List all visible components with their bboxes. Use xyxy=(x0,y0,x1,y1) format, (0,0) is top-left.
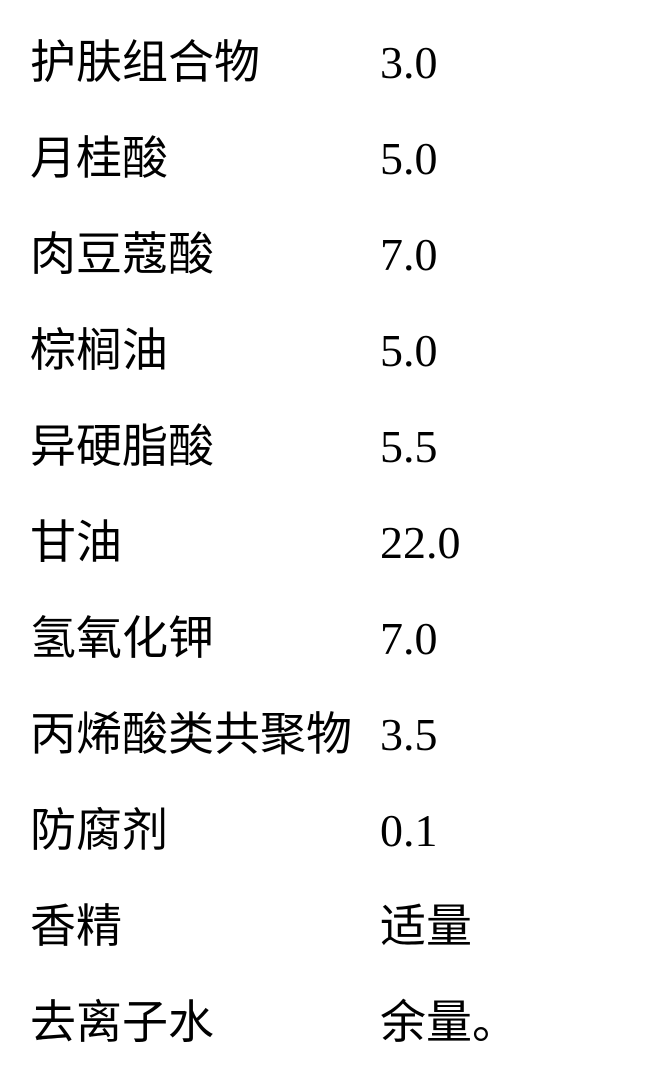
ingredient-label: 丙烯酸类共聚物 xyxy=(30,687,380,783)
ingredient-label: 香精 xyxy=(30,879,380,975)
table-row: 丙烯酸类共聚物 3.5 xyxy=(30,687,657,783)
ingredient-label: 棕榈油 xyxy=(30,303,380,399)
ingredient-label: 氢氧化钾 xyxy=(30,591,380,687)
table-row: 月桂酸 5.0 xyxy=(30,111,657,207)
ingredient-value: 3.0 xyxy=(380,15,438,111)
ingredient-label: 异硬脂酸 xyxy=(30,399,380,495)
ingredient-label: 月桂酸 xyxy=(30,111,380,207)
ingredient-table: 护肤组合物 3.0 月桂酸 5.0 肉豆蔻酸 7.0 棕榈油 5.0 异硬脂酸 … xyxy=(0,0,657,1071)
table-row: 护肤组合物 3.0 xyxy=(30,15,657,111)
table-row: 去离子水 余量。 xyxy=(30,975,657,1071)
ingredient-value: 余量。 xyxy=(380,975,518,1071)
ingredient-value: 22.0 xyxy=(380,495,461,591)
ingredient-value: 5.0 xyxy=(380,111,438,207)
table-row: 肉豆蔻酸 7.0 xyxy=(30,207,657,303)
ingredient-label: 护肤组合物 xyxy=(30,15,380,111)
table-row: 异硬脂酸 5.5 xyxy=(30,399,657,495)
table-row: 香精 适量 xyxy=(30,879,657,975)
table-row: 防腐剂 0.1 xyxy=(30,783,657,879)
ingredient-value: 3.5 xyxy=(380,687,438,783)
ingredient-value: 7.0 xyxy=(380,591,438,687)
table-row: 氢氧化钾 7.0 xyxy=(30,591,657,687)
ingredient-value: 7.0 xyxy=(380,207,438,303)
ingredient-label: 去离子水 xyxy=(30,975,380,1071)
table-row: 甘油 22.0 xyxy=(30,495,657,591)
ingredient-label: 甘油 xyxy=(30,495,380,591)
table-row: 棕榈油 5.0 xyxy=(30,303,657,399)
ingredient-value: 5.0 xyxy=(380,303,438,399)
ingredient-label: 肉豆蔻酸 xyxy=(30,207,380,303)
ingredient-value: 5.5 xyxy=(380,399,438,495)
ingredient-value: 适量 xyxy=(380,879,472,975)
ingredient-label: 防腐剂 xyxy=(30,783,380,879)
ingredient-value: 0.1 xyxy=(380,783,438,879)
